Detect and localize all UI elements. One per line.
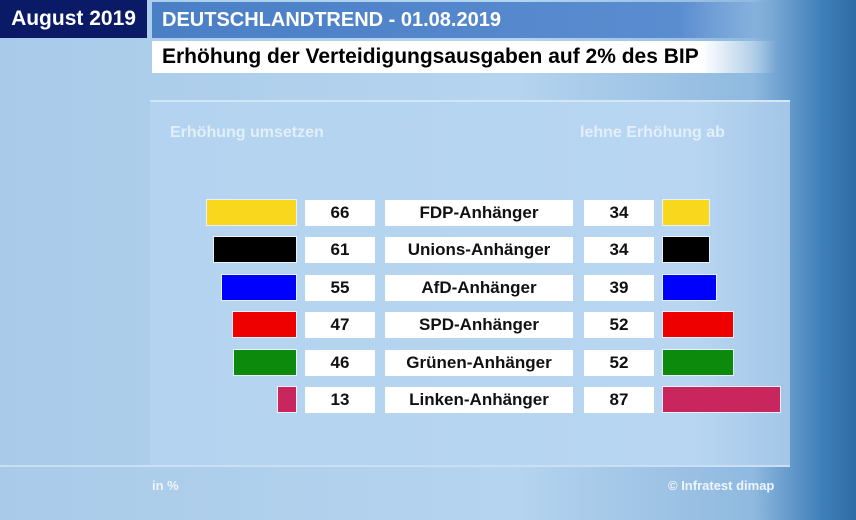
value-left: 46 (305, 349, 375, 376)
value-right: 34 (584, 237, 654, 264)
bar-right (663, 237, 709, 263)
series-title: DEUTSCHLANDTREND - 01.08.2019 (152, 2, 772, 38)
category-label: SPD-Anhänger (385, 312, 573, 339)
bar-right (663, 387, 781, 412)
bar-right (663, 312, 734, 338)
bar-right (663, 349, 734, 375)
chart-title: Erhöhung der Verteidigungsausgaben auf 2… (152, 41, 777, 73)
bar-left (232, 312, 296, 338)
value-right: 39 (584, 274, 654, 301)
source-note: © Infratest dimap (668, 478, 775, 493)
value-left: 13 (305, 387, 375, 413)
bar-left (221, 274, 296, 300)
bar-left (213, 237, 296, 263)
category-label: Unions-Anhänger (385, 237, 573, 264)
value-right: 87 (584, 387, 654, 413)
divider (0, 465, 790, 467)
bar-right (663, 274, 716, 300)
month-badge: August 2019 (0, 0, 147, 38)
bar-left (233, 349, 296, 375)
category-label: FDP-Anhänger (385, 200, 573, 226)
legend-right: lehne Erhöhung ab (580, 124, 725, 141)
value-left: 55 (305, 274, 375, 301)
category-label: Grünen-Anhänger (385, 349, 573, 376)
unit-note: in % (152, 478, 179, 493)
legend-left: Erhöhung umsetzen (170, 124, 324, 141)
bar-left (278, 387, 296, 412)
value-right: 52 (584, 349, 654, 376)
value-left: 61 (305, 237, 375, 264)
value-left: 66 (305, 200, 375, 226)
bar-left (206, 200, 296, 225)
bar-right (663, 200, 709, 225)
value-right: 34 (584, 200, 654, 226)
category-label: Linken-Anhänger (385, 387, 573, 413)
category-label: AfD-Anhänger (385, 274, 573, 301)
value-left: 47 (305, 312, 375, 339)
value-right: 52 (584, 312, 654, 339)
